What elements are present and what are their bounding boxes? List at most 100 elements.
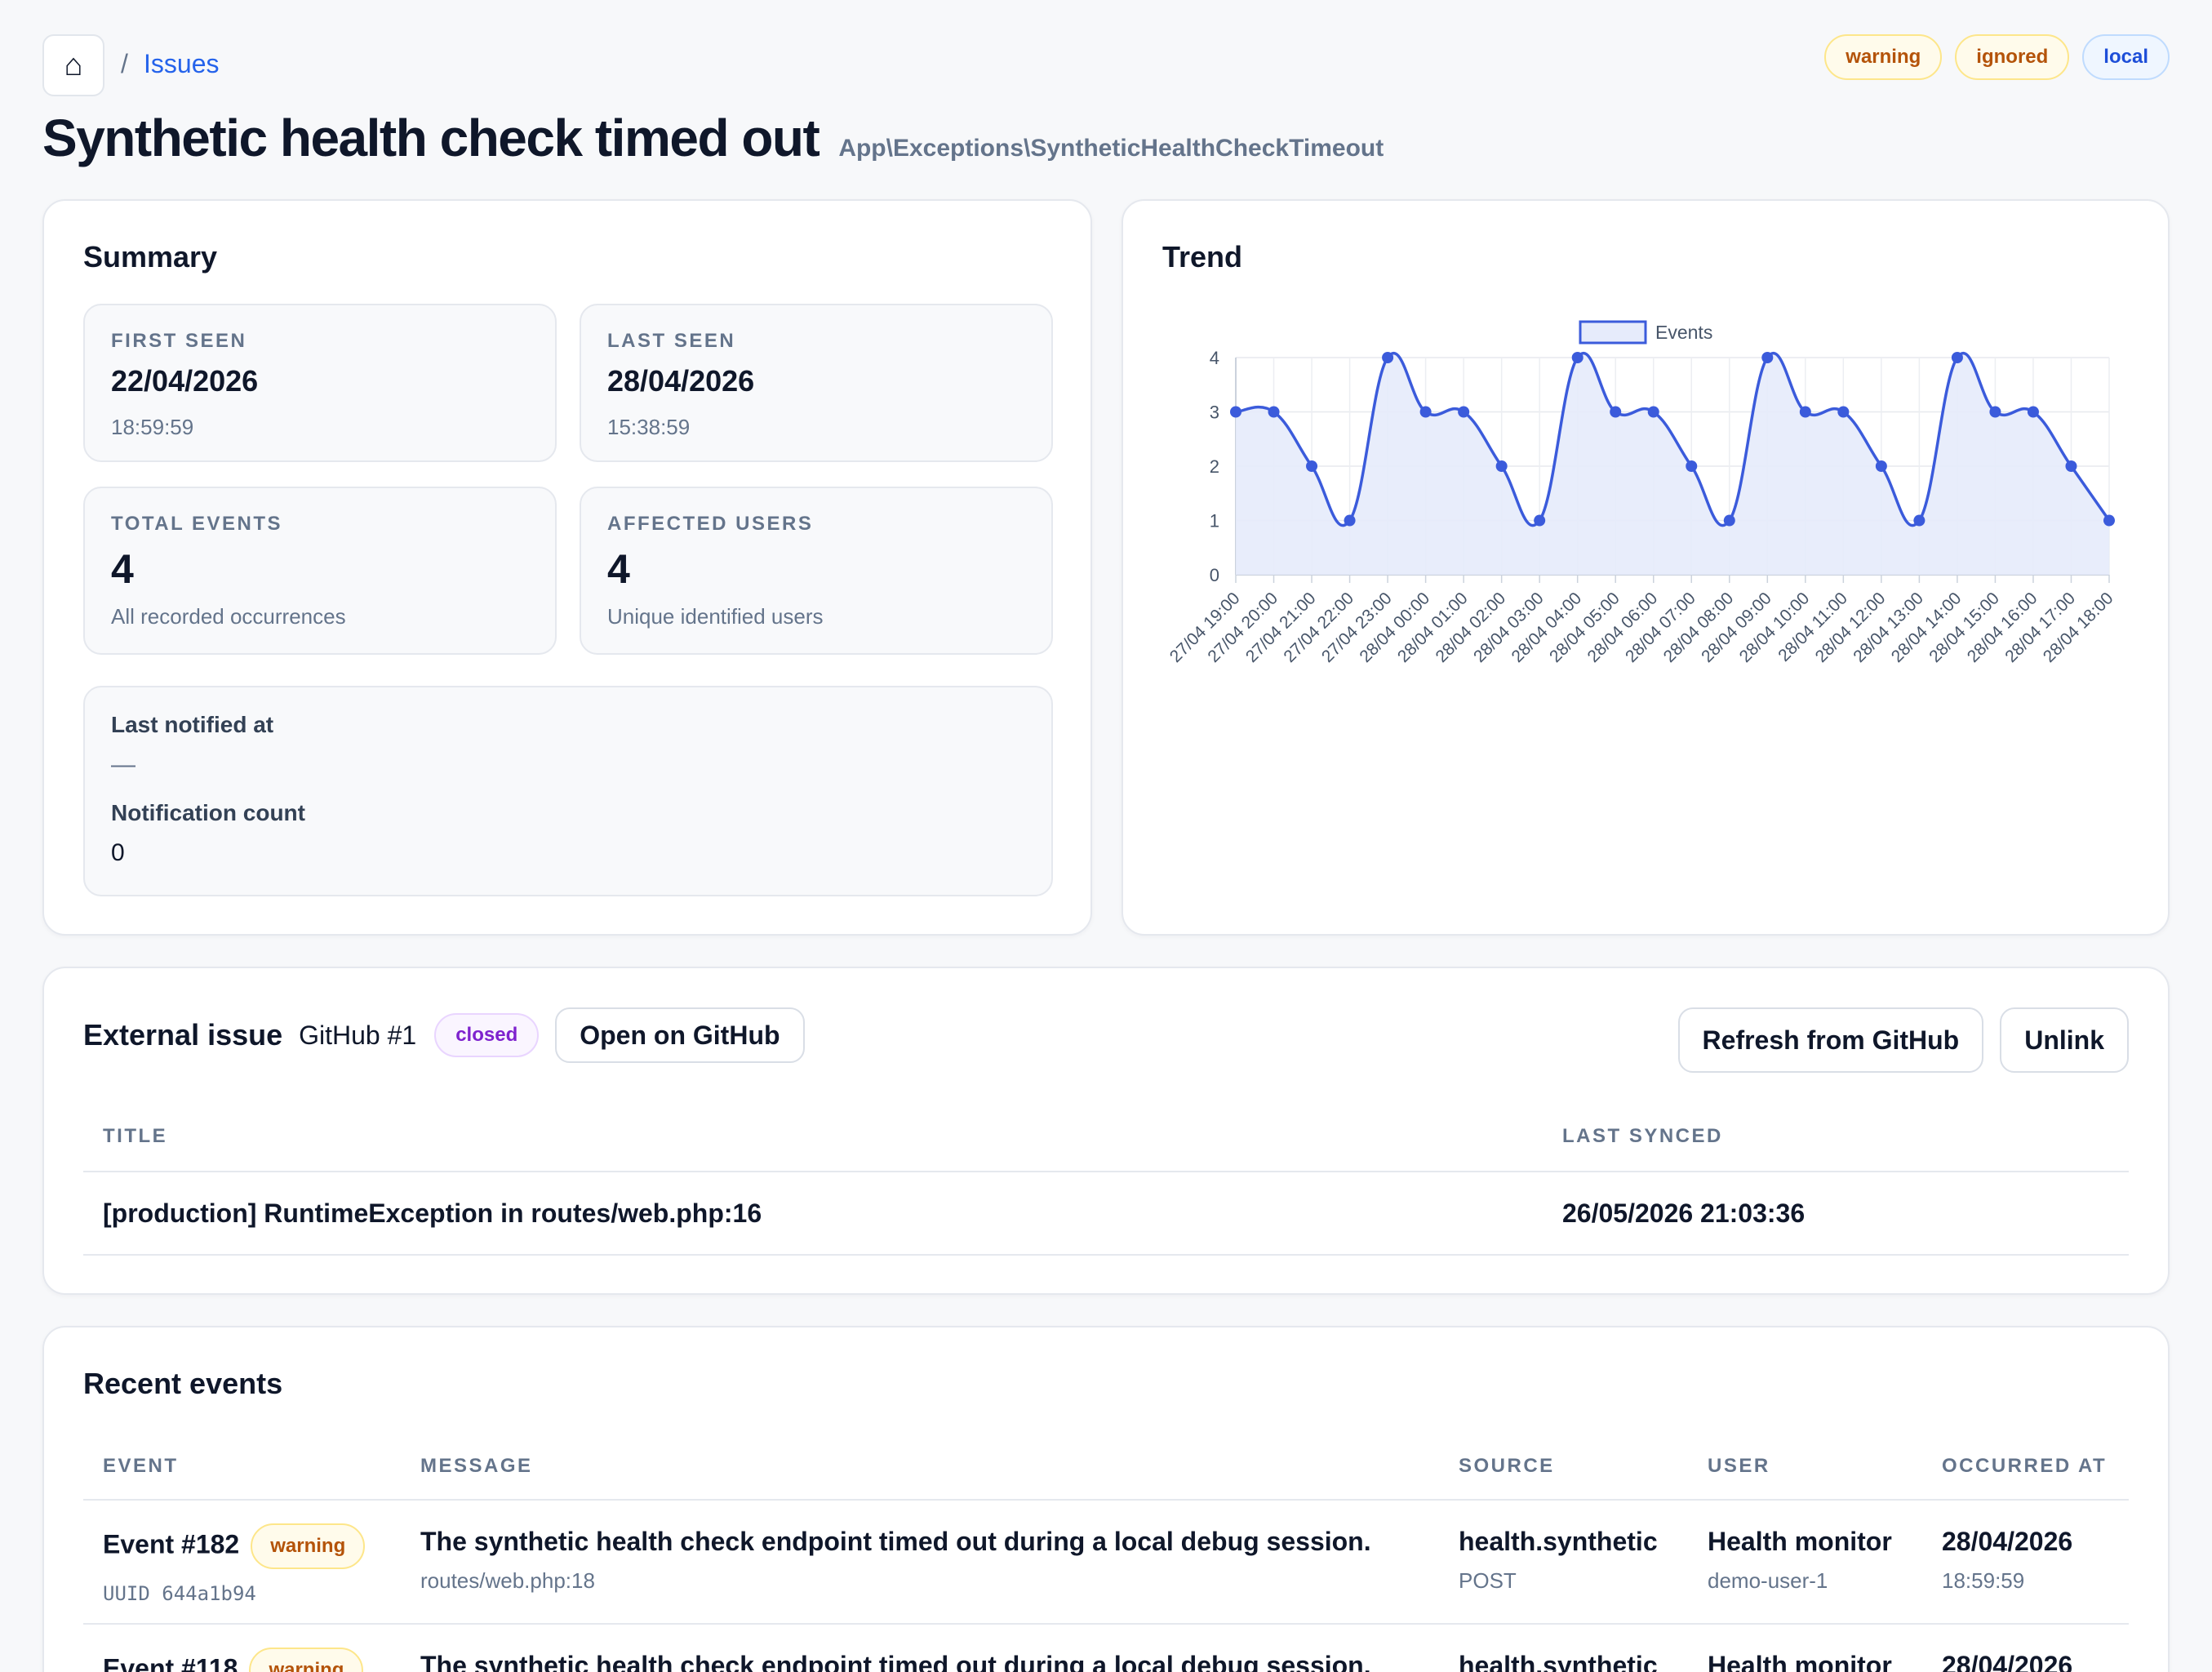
first-seen-date: 22/04/2026 (111, 364, 259, 398)
exception-class: App\Exceptions\SyntheticHealthCheckTimeo… (838, 135, 1384, 162)
last-seen-label: LAST SEEN (607, 330, 736, 352)
table-row[interactable]: Event #118 warning (103, 1648, 364, 1672)
notification-count-value: 0 (111, 839, 125, 866)
event-user-id: demo-user-1 (1708, 1568, 1828, 1593)
data-point (1723, 514, 1735, 527)
event-date: 28/04/2026 (1942, 1527, 2073, 1556)
summary-card: Summary FIRST SEEN 22/04/2026 18:59:59 L… (42, 199, 1092, 936)
event-source-cell: health.synthetic (1459, 1651, 1658, 1672)
environment-badge: local (2082, 34, 2170, 80)
data-point (1686, 460, 1698, 472)
event-occurred-cell: 28/04/2026 18:59:59 (1942, 1527, 2072, 1594)
data-point (1458, 406, 1470, 418)
last-notified-value: — (111, 751, 135, 778)
event-message-cell: The synthetic health check endpoint time… (420, 1527, 1371, 1594)
external-issue-title: External issue (83, 1018, 283, 1052)
table-divider (83, 1623, 2129, 1625)
affected-users-label: AFFECTED USERS (607, 513, 814, 535)
status-badges: warning ignored local (1824, 34, 2170, 80)
open-on-github-button[interactable]: Open on GitHub (555, 1007, 805, 1063)
page-title: Synthetic health check timed out (42, 109, 820, 167)
breadcrumb-separator: / (121, 49, 128, 78)
data-point (1268, 406, 1280, 418)
event-source: health.synthetic (1459, 1527, 1658, 1556)
data-point (1951, 352, 1963, 363)
data-point (1419, 406, 1432, 418)
data-point (1647, 406, 1659, 418)
data-point (1344, 514, 1356, 527)
home-icon: ⌂ (64, 47, 83, 82)
event-uuid: UUID 644a1b94 (103, 1582, 256, 1605)
external-issue-link-title[interactable]: [production] RuntimeException in routes/… (103, 1198, 762, 1228)
event-method: POST (1459, 1568, 1517, 1593)
event-source: health.synthetic (1459, 1651, 1658, 1672)
event-source-cell: health.synthetic POST (1459, 1527, 1658, 1594)
last-notified-label: Last notified at (111, 712, 274, 737)
column-title: TITLE (103, 1125, 168, 1147)
unlink-button[interactable]: Unlink (2000, 1007, 2129, 1073)
data-point (2103, 514, 2115, 527)
external-last-synced: 26/05/2026 21:03:36 (1562, 1198, 1806, 1228)
y-tick-label: 4 (1210, 348, 1219, 368)
event-id: Event #118 (103, 1653, 238, 1672)
data-point (1306, 460, 1318, 472)
series-area (1236, 353, 2109, 575)
table-divider (83, 1499, 2129, 1501)
data-point (1610, 406, 1622, 418)
event-id-cell: Event #118 warning (103, 1648, 364, 1672)
y-tick-label: 3 (1210, 402, 1219, 423)
y-tick-label: 0 (1210, 565, 1219, 585)
event-time: 18:59:59 (1942, 1568, 2025, 1593)
data-point (2027, 406, 2039, 418)
data-point (1534, 514, 1546, 527)
first-seen-time: 18:59:59 (111, 415, 194, 439)
data-point (1571, 352, 1583, 363)
event-message: The synthetic health check endpoint time… (420, 1527, 1371, 1556)
refresh-from-github-button[interactable]: Refresh from GitHub (1677, 1007, 1984, 1073)
legend-label: Events (1655, 322, 1712, 343)
total-events-stat: TOTAL EVENTS 4 All recorded occurrences (83, 487, 557, 655)
event-level-badge: warning (249, 1648, 364, 1672)
table-divider (83, 1254, 2129, 1256)
notification-count-label: Notification count (111, 800, 305, 825)
summary-title: Summary (83, 240, 218, 273)
table-row[interactable]: Event #182 warning UUID 644a1b94 (103, 1523, 366, 1605)
event-user: Health monitor (1708, 1527, 1892, 1556)
event-date: 28/04/2026 (1942, 1651, 2073, 1672)
event-level-badge: warning (251, 1523, 366, 1569)
data-point (1799, 406, 1811, 418)
legend-swatch (1579, 320, 1647, 345)
event-user-cell: Health monitor demo-user-1 (1708, 1527, 1892, 1594)
title-row: Synthetic health check timed out App\Exc… (42, 108, 1384, 168)
topbar: ⌂ / Issues warning ignored local (42, 34, 2170, 96)
event-message: The synthetic health check endpoint time… (420, 1651, 1371, 1672)
status-badge: ignored (1955, 34, 2070, 80)
last-seen-time: 15:38:59 (607, 415, 691, 439)
column-event: EVENT (103, 1455, 179, 1477)
data-point (1989, 406, 2001, 418)
event-occurred-cell: 28/04/2026 (1942, 1651, 2072, 1672)
data-point (1382, 352, 1394, 363)
breadcrumb-issues-link[interactable]: Issues (144, 49, 220, 78)
total-events-value: 4 (111, 546, 134, 592)
home-button[interactable]: ⌂ (42, 34, 104, 96)
event-message-cell: The synthetic health check endpoint time… (420, 1651, 1371, 1672)
data-point (1495, 460, 1508, 472)
last-seen-stat: LAST SEEN 28/04/2026 15:38:59 (580, 304, 1053, 462)
affected-users-stat: AFFECTED USERS 4 Unique identified users (580, 487, 1053, 655)
affected-users-value: 4 (607, 546, 630, 592)
first-seen-label: FIRST SEEN (111, 330, 247, 352)
recent-events-card: Recent events EVENT MESSAGE SOURCE USER … (42, 1326, 2170, 1672)
total-events-caption: All recorded occurrences (111, 604, 346, 629)
last-seen-date: 28/04/2026 (607, 364, 755, 398)
column-user: USER (1708, 1455, 1770, 1477)
external-issue-header: External issue GitHub #1 closed Open on … (83, 1007, 805, 1063)
data-point (1875, 460, 1887, 472)
total-events-label: TOTAL EVENTS (111, 513, 283, 535)
event-location: routes/web.php:18 (420, 1568, 595, 1593)
column-source: SOURCE (1459, 1455, 1555, 1477)
external-status-badge: closed (434, 1013, 540, 1057)
event-id-cell: Event #182 warning (103, 1523, 366, 1569)
data-point (1761, 352, 1774, 363)
